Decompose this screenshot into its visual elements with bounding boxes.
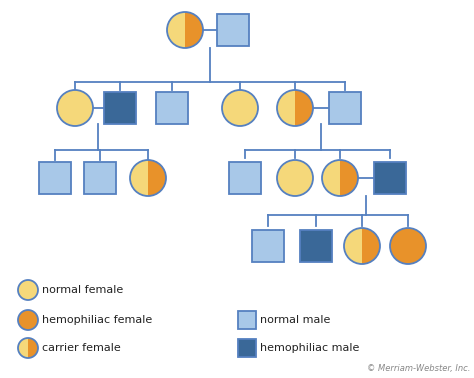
Wedge shape (185, 12, 203, 48)
Circle shape (222, 90, 258, 126)
Wedge shape (340, 160, 358, 196)
Circle shape (390, 228, 426, 264)
Wedge shape (277, 90, 295, 126)
Bar (217, 14, 249, 46)
Bar (156, 92, 188, 124)
Bar (374, 162, 406, 194)
Text: carrier female: carrier female (42, 343, 121, 353)
Bar (238, 311, 256, 329)
Text: normal female: normal female (42, 285, 123, 295)
Wedge shape (322, 160, 340, 196)
Text: hemophiliac male: hemophiliac male (260, 343, 359, 353)
Wedge shape (167, 12, 185, 48)
Wedge shape (295, 90, 313, 126)
Bar (39, 162, 71, 194)
Bar (229, 162, 261, 194)
Bar (104, 92, 136, 124)
Bar (84, 162, 116, 194)
Text: hemophiliac female: hemophiliac female (42, 315, 152, 325)
Wedge shape (362, 228, 380, 264)
Wedge shape (344, 228, 362, 264)
Circle shape (277, 160, 313, 196)
Wedge shape (130, 160, 148, 196)
Bar (252, 230, 284, 262)
Wedge shape (148, 160, 166, 196)
Bar (300, 230, 332, 262)
Wedge shape (28, 338, 38, 358)
Circle shape (18, 310, 38, 330)
Text: © Merriam-Webster, Inc.: © Merriam-Webster, Inc. (366, 364, 470, 373)
Circle shape (57, 90, 93, 126)
Circle shape (18, 280, 38, 300)
Bar (238, 339, 256, 357)
Bar (329, 92, 361, 124)
Text: normal male: normal male (260, 315, 330, 325)
Wedge shape (18, 338, 28, 358)
